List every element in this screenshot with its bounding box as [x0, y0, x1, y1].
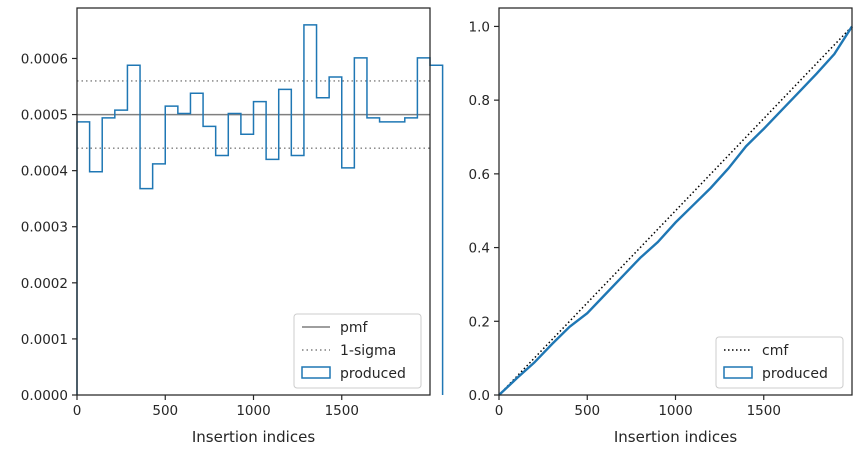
y-tick-label: 0.0004	[21, 164, 68, 180]
y-tick-label: 0.0006	[21, 51, 68, 67]
legend-produced-swatch	[723, 366, 753, 379]
y-tick-label: 0.0000	[21, 388, 68, 404]
y-tick-label: 0.0002	[21, 276, 68, 292]
legend-box	[293, 313, 422, 389]
legend-label: pmf	[340, 320, 369, 336]
legend-box	[715, 336, 844, 389]
y-tick-label: 0.2	[469, 314, 490, 330]
right-x-ticks: 0 500 1000 1500	[495, 395, 781, 419]
y-tick-label: 0.0003	[21, 220, 68, 236]
produced-histogram-step	[76, 24, 444, 395]
x-tick-label: 500	[152, 403, 178, 419]
y-tick-label: 0.0001	[21, 332, 68, 348]
x-tick-label: 1500	[747, 403, 781, 419]
x-tick-label: 0	[73, 403, 82, 419]
cmf-line	[498, 25, 853, 396]
y-tick-label: 0.6	[469, 167, 490, 183]
left-x-axis-label: Insertion indices	[192, 428, 315, 446]
y-tick-label: 0.4	[469, 241, 490, 257]
sigma-band-lines	[77, 80, 430, 149]
x-tick-label: 1000	[236, 403, 270, 419]
legend-produced-swatch	[301, 366, 331, 379]
y-tick-label: 1.0	[469, 19, 490, 35]
legend-label: 1-sigma	[340, 343, 396, 359]
y-tick-label: 0.8	[469, 93, 490, 109]
x-tick-label: 0	[495, 403, 504, 419]
produced-cumulative-line	[498, 25, 854, 396]
y-tick-label: 0.0005	[21, 108, 68, 124]
left-x-ticks: 0 500 1000 1500	[73, 395, 359, 419]
right-chart-panel: 0 500 1000 1500 0.0 0.2 0.4 0.6 0.8 1.0 Insertio…	[469, 7, 854, 446]
y-tick-label: 0.0	[469, 388, 490, 404]
left-legend: pmf 1-sigma produced	[293, 313, 422, 389]
right-y-ticks: 0.0 0.2 0.4 0.6 0.8 1.0	[469, 19, 499, 404]
left-y-ticks: 0.0000 0.0001 0.0002 0.0003 0.0004 0.0005 0.00…	[21, 51, 77, 404]
right-x-axis-label: Insertion indices	[614, 428, 737, 446]
x-tick-label: 1000	[658, 403, 692, 419]
legend-label: produced	[340, 366, 406, 382]
left-chart-panel: 0 500 1000 1500 0.00000.00010.00020.00030.0…	[21, 7, 444, 446]
x-tick-label: 1500	[325, 403, 359, 419]
legend-label: produced	[762, 366, 828, 382]
right-legend: cmf produced	[715, 336, 844, 389]
legend-label: cmf	[762, 343, 789, 359]
x-tick-label: 500	[574, 403, 600, 419]
